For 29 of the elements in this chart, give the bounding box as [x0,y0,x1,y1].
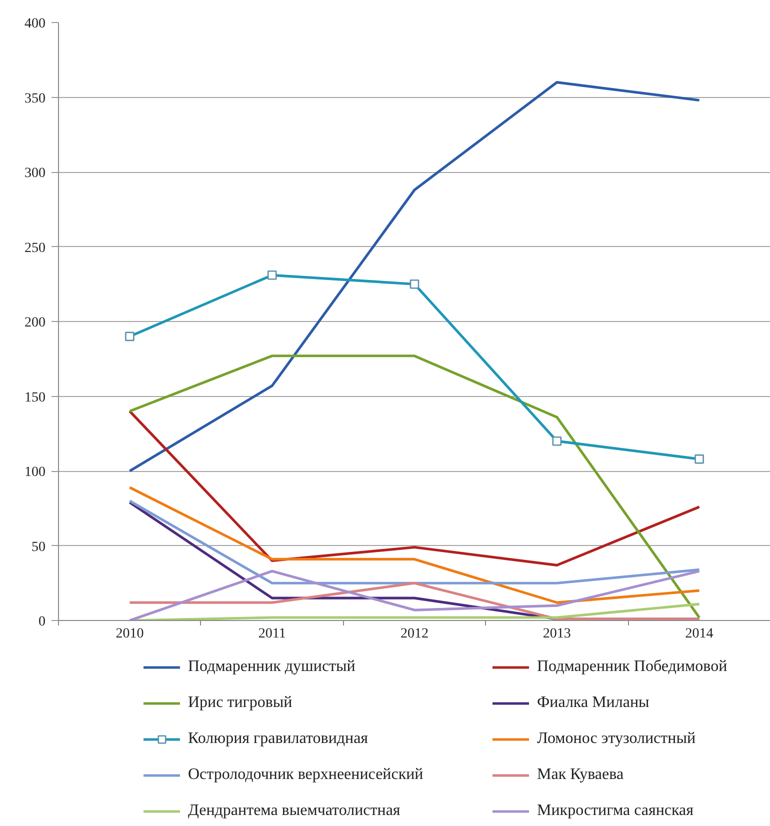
line-series [128,410,701,566]
legend-label: Мак Куваева [537,766,625,784]
y-tick-label: 50 [32,540,46,555]
y-tick-label: 0 [38,614,46,630]
x-tick-label: 2010 [116,626,144,642]
y-tick-label: 200 [24,316,46,330]
legend-label: Остролодочник верхнеенисейский [188,766,424,784]
y-tick-label: 250 [24,240,46,256]
legend-label: Дендрантема выемчатолистная [188,802,402,820]
x-tick-label: 2012 [400,626,428,642]
line-series [128,486,701,604]
y-tick-label: 400 [24,16,46,32]
legend-label: Подмаренник Победимовой [537,658,728,676]
legend-label: Колюрия гравилатовидная [188,730,370,748]
y-tick-label: 350 [24,91,46,106]
legend-label: Ирис тигровый [188,694,294,712]
y-tick-label: 300 [24,166,46,181]
x-tick-label: 2013 [542,626,571,642]
legend-label: Ломонос этузолистный [537,730,697,748]
x-tick-label: 2014 [685,626,714,642]
legend-label: Микростигма саянская [537,802,694,820]
y-tick-label: 100 [24,465,46,480]
legend-label: Подмаренник душистый [188,658,356,676]
line-series [128,570,701,620]
line-series [128,354,701,619]
line-series [128,81,701,472]
y-tick-label: 150 [24,390,46,406]
legend-label: Фиалка Миланы [537,694,650,712]
x-tick-label: 2011 [258,626,286,642]
